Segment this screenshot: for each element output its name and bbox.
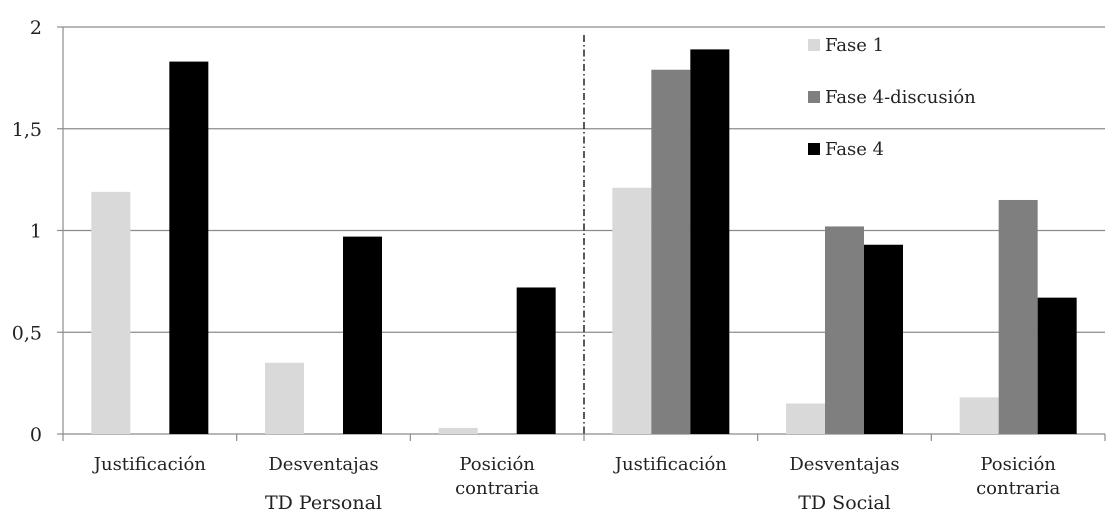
x-category-label: Posición xyxy=(980,454,1056,475)
bar-fase-4 xyxy=(690,49,730,434)
bar-fase-4-discusi-n xyxy=(998,199,1038,434)
legend-label: Fase 1 xyxy=(825,35,884,56)
y-tick-label: 1,5 xyxy=(12,119,42,141)
bar-fase-1 xyxy=(438,427,478,434)
legend-swatch xyxy=(808,39,820,51)
x-category-label: contraria xyxy=(455,478,539,499)
bar-fase-1 xyxy=(91,191,131,434)
y-tick-label: 0 xyxy=(30,424,42,446)
group-label: TD Personal xyxy=(265,492,382,514)
bar-fase-1 xyxy=(265,362,304,434)
bars xyxy=(91,49,1077,435)
x-category-label: Justificación xyxy=(92,454,207,475)
x-category-label: Justificación xyxy=(613,454,728,475)
y-tick-label: 2 xyxy=(30,17,42,39)
group-label: TD Social xyxy=(798,492,891,514)
bar-fase-4 xyxy=(343,236,382,434)
legend-label: Fase 4-discusión xyxy=(825,87,976,108)
bar-fase-1 xyxy=(612,187,652,434)
bar-fase-1 xyxy=(786,403,825,434)
legend-swatch xyxy=(808,143,820,155)
bar-fase-1 xyxy=(959,397,999,434)
x-category-label: contraria xyxy=(976,478,1060,499)
legend-label: Fase 4 xyxy=(825,139,884,160)
x-category-label: Desventajas xyxy=(268,454,378,475)
bar-fase-4 xyxy=(516,287,556,434)
legend: Fase 1 Fase 4-discusión Fase 4 xyxy=(808,35,976,160)
y-tick-label: 1 xyxy=(30,221,42,243)
legend-swatch xyxy=(808,91,820,103)
x-category-label: Desventajas xyxy=(789,454,899,475)
bar-fase-4-discusi-n xyxy=(825,226,864,434)
bar-fase-4 xyxy=(169,61,209,434)
y-tick-label: 0,5 xyxy=(12,322,42,344)
axes xyxy=(57,26,1106,441)
x-category-label: Posición xyxy=(459,454,535,475)
bar-fase-4 xyxy=(864,244,903,434)
bar-fase-4-discusi-n xyxy=(651,69,691,435)
bar-fase-4 xyxy=(1037,297,1077,434)
labels: 0 0,5 1 1,5 2 Justificación Desventajas Posició… xyxy=(12,17,1061,514)
